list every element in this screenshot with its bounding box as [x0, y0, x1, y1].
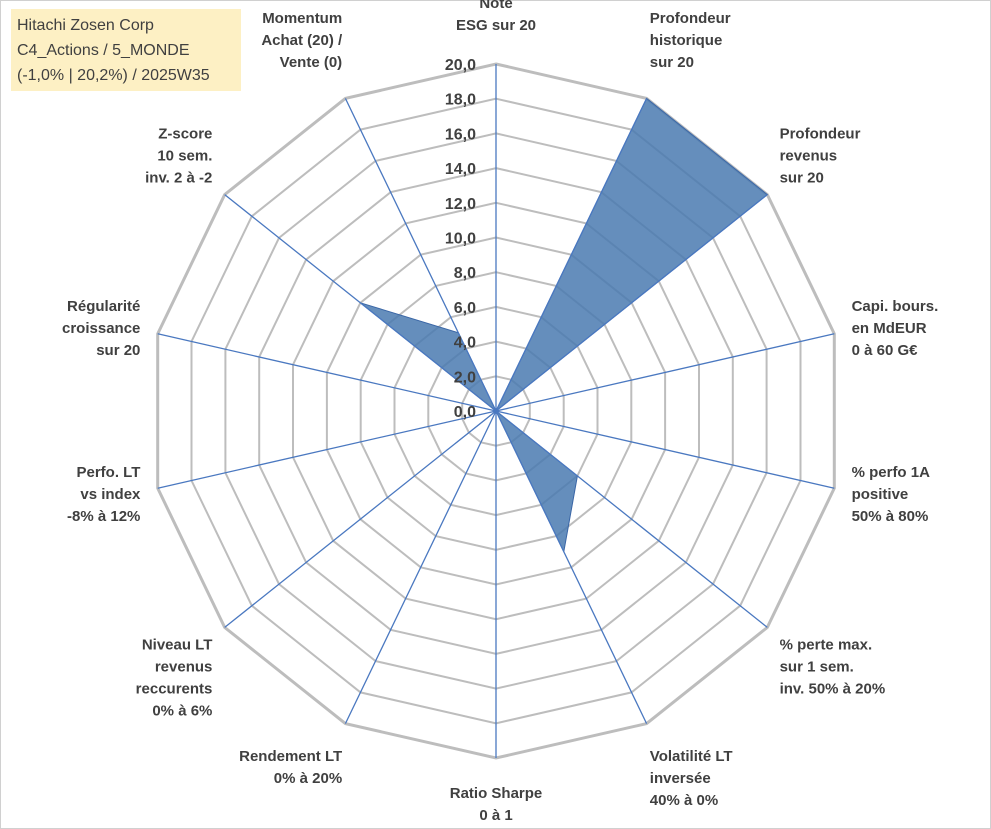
axis-label: % perte max. sur 1 sem. inv. 50% à 20% — [780, 637, 886, 698]
axis-label-line: ESG sur 20 — [456, 17, 536, 34]
axis-spoke — [344, 98, 497, 412]
performance-period: (-1,0% | 20,2%) / 2025W35 — [17, 67, 210, 84]
axis-label-line: 50% à 80% — [852, 508, 929, 525]
axis-spoke — [495, 410, 648, 724]
axis-label-line: sur 20 — [650, 54, 694, 71]
axis-spoke — [495, 410, 835, 489]
axis-label-line: Z-score — [158, 125, 212, 142]
axis-label-line: Niveau LT — [142, 637, 213, 654]
axis-label-line: Momentum — [262, 10, 342, 27]
axis-label-line: Profondeur — [780, 125, 861, 142]
company-name: Hitachi Zosen Corp — [17, 17, 154, 34]
axis-spoke — [495, 410, 768, 628]
axis-label-line: sur 20 — [780, 169, 824, 186]
axis-label: % perfo 1A positive 50% à 80% — [852, 464, 931, 525]
axis-label-line: 0% à 6% — [152, 703, 212, 720]
axis-spoke — [495, 194, 768, 412]
axis-label-line: sur 1 sem. — [780, 659, 854, 676]
axis-label-line: Note — [479, 0, 512, 12]
axis-label-line: Achat (20) / — [261, 32, 343, 49]
axis-label-line: 40% à 0% — [650, 792, 718, 809]
axis-label-line: Capi. bours. — [852, 298, 939, 315]
axis-label-line: inv. 2 à -2 — [145, 169, 212, 186]
axis-label-line: revenus — [780, 147, 838, 164]
axis-label: Volatilité LT inversée 40% à 0% — [650, 748, 733, 809]
axis-spoke — [224, 194, 497, 412]
axis-spoke — [495, 333, 835, 412]
radar-data — [360, 97, 769, 554]
axis-label: Perfo. LT vs index -8% à 12% — [67, 464, 141, 525]
axis-label-line: 0% à 20% — [274, 770, 342, 787]
radial-tick-label: 4,0 — [454, 335, 476, 352]
radial-tick-label: 10,0 — [445, 231, 476, 248]
axis-label-line: reccurents — [136, 681, 213, 698]
axis-label: Momentum Achat (20) / Vente (0) — [261, 10, 343, 71]
axis-label: Ratio Sharpe 0 à 1 — [450, 785, 543, 824]
axis-label-line: en MdEUR — [852, 320, 927, 337]
axis-label: Note ESG sur 20 — [456, 0, 536, 34]
radial-ticks: 0,0 2,0 4,0 6,0 8,0 10,0 12,0 14,0 16,0 18,0 20,0 — [445, 57, 476, 421]
radial-tick-label: 12,0 — [445, 196, 476, 213]
axis-spoke — [344, 410, 497, 724]
axis-label: Rendement LT 0% à 20% — [239, 748, 342, 787]
radial-tick-label: 18,0 — [445, 92, 476, 109]
axis-spoke — [157, 333, 497, 412]
axis-label-line: Profondeur — [650, 10, 731, 27]
radial-tick-label: 8,0 — [454, 265, 476, 282]
radial-tick-label: 20,0 — [445, 57, 476, 74]
axis-label-line: % perfo 1A — [852, 464, 931, 481]
radial-tick-label: 6,0 — [454, 300, 476, 317]
axis-label-line: Ratio Sharpe — [450, 785, 543, 802]
radar-spokes — [157, 64, 835, 758]
radial-tick-label: 16,0 — [445, 126, 476, 143]
axis-spoke — [224, 410, 497, 628]
axis-label-line: croissance — [62, 320, 140, 337]
axis-label-line: Régularité — [67, 298, 140, 315]
axis-label: Profondeur historique sur 20 — [650, 10, 731, 71]
axis-label-line: positive — [852, 486, 909, 503]
radial-tick-label: 14,0 — [445, 161, 476, 178]
radial-tick-label: 0,0 — [454, 404, 476, 421]
portfolio-category: C4_Actions / 5_MONDE — [17, 42, 190, 59]
axis-label-line: 0 à 1 — [479, 807, 512, 824]
axis-label-line: Rendement LT — [239, 748, 342, 765]
axis-label-line: inversée — [650, 770, 711, 787]
axis-label-line: 0 à 60 G€ — [852, 342, 919, 359]
axis-label-line: Vente (0) — [280, 54, 343, 71]
axis-label: Régularité croissance sur 20 — [62, 298, 140, 359]
axis-label: Z-score 10 sem. inv. 2 à -2 — [145, 125, 212, 186]
axis-spoke — [157, 410, 497, 489]
axis-label: Niveau LT revenus reccurents 0% à 6% — [136, 637, 213, 720]
axis-label-line: Perfo. LT — [77, 464, 141, 481]
info-box: Hitachi Zosen Corp C4_Actions / 5_MONDE … — [11, 9, 241, 91]
axis-label-line: Volatilité LT — [650, 748, 733, 765]
axis-spoke — [495, 98, 648, 412]
axis-label-line: historique — [650, 32, 723, 49]
axis-label: Profondeur revenus sur 20 — [780, 125, 861, 186]
axis-label-line: 10 sem. — [157, 147, 212, 164]
axis-label-line: -8% à 12% — [67, 508, 140, 525]
series-area — [360, 97, 769, 554]
axis-label-line: inv. 50% à 20% — [780, 681, 886, 698]
axis-label-line: sur 20 — [96, 342, 140, 359]
axis-label-line: revenus — [155, 659, 213, 676]
axis-labels: Note ESG sur 20 Profondeur historique sur 20… — [62, 0, 938, 824]
axis-label: Capi. bours. en MdEUR 0 à 60 G€ — [852, 298, 939, 359]
axis-label-line: vs index — [80, 486, 141, 503]
radial-tick-label: 2,0 — [454, 369, 476, 386]
axis-label-line: % perte max. — [780, 637, 873, 654]
